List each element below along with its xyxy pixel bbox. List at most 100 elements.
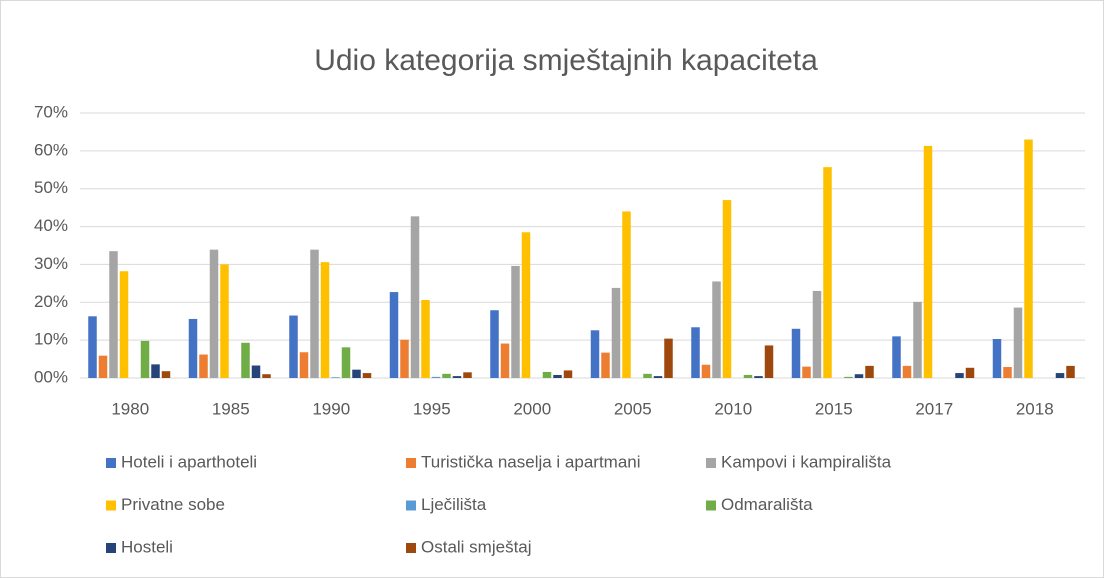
bar: [823, 167, 832, 378]
x-tick-label: 1985: [212, 399, 250, 418]
bar: [389, 292, 399, 378]
bar: [923, 145, 933, 378]
legend-swatch: [706, 458, 716, 468]
bar: [188, 318, 198, 378]
bar: [743, 374, 753, 378]
legend-label: Privatne sobe: [121, 495, 225, 514]
bar: [844, 376, 853, 378]
bar: [262, 374, 271, 378]
bar: [590, 330, 600, 378]
x-tick-label: 2000: [513, 399, 551, 418]
bar: [299, 352, 309, 378]
bar: [331, 377, 340, 378]
bar: [754, 376, 763, 378]
bar: [854, 374, 864, 378]
legend-label: Lječilišta: [421, 495, 487, 514]
bar: [542, 371, 552, 378]
legend-label: Hosteli: [121, 537, 173, 556]
bar: [209, 249, 219, 378]
bar: [553, 374, 562, 378]
bar: [421, 300, 430, 378]
bar: [362, 373, 372, 378]
bar: [410, 216, 420, 378]
bar: [764, 345, 774, 378]
bar: [913, 301, 922, 378]
bar: [812, 290, 822, 378]
bar: [151, 364, 160, 378]
bar: [1013, 307, 1023, 378]
x-tick-label: 2010: [714, 399, 752, 418]
bar: [653, 376, 663, 378]
legend-swatch: [406, 543, 416, 553]
legend-label: Kampovi i kampirališta: [721, 452, 892, 471]
x-tick-label: 1995: [413, 399, 451, 418]
bar: [490, 310, 499, 378]
bar: [400, 339, 409, 378]
bar: [643, 373, 652, 378]
bar: [463, 372, 472, 378]
bar: [199, 354, 208, 378]
y-tick-label: 50%: [34, 178, 68, 197]
bar: [1003, 367, 1012, 378]
legend-swatch: [706, 500, 716, 511]
chart-title: Udio kategorija smještajnih kapaciteta: [314, 44, 818, 77]
x-tick-label: 2005: [614, 399, 652, 418]
y-tick-label: 10%: [34, 330, 68, 349]
bar: [109, 251, 118, 378]
bar: [965, 367, 975, 378]
bar: [220, 264, 229, 378]
bar: [251, 365, 261, 378]
legend-swatch: [106, 458, 116, 468]
bar: [310, 249, 319, 378]
bar: [892, 336, 901, 378]
bar: [341, 347, 351, 378]
bar: [431, 376, 441, 378]
y-tick-label: 30%: [34, 254, 68, 273]
bar: [664, 338, 673, 378]
legend-swatch: [406, 458, 416, 468]
legend-label: Ostali smještaj: [421, 537, 532, 556]
bar: [1066, 365, 1075, 378]
bar: [289, 315, 298, 378]
bar: [1024, 139, 1033, 378]
legend-swatch: [406, 500, 416, 511]
bar: [791, 328, 801, 378]
y-tick-label: 60%: [34, 140, 68, 159]
bar: [955, 373, 964, 378]
bar: [992, 339, 1002, 378]
bar: [161, 371, 171, 378]
bar: [902, 365, 912, 378]
y-tick-label: 20%: [34, 292, 68, 311]
bar: [511, 265, 520, 378]
y-tick-label: 70%: [34, 102, 68, 121]
bar: [701, 364, 711, 378]
bar: [241, 342, 250, 378]
y-tick-label: 40%: [34, 216, 68, 235]
bar: [691, 327, 700, 378]
bar: [865, 365, 874, 378]
bar: [1055, 373, 1065, 378]
bar: [140, 340, 150, 378]
legend-label: Odmarališta: [721, 495, 813, 514]
bar: [98, 355, 108, 378]
x-tick-label: 2018: [1016, 399, 1054, 418]
bar: [352, 369, 361, 378]
legend-label: Hoteli i aparthoteli: [121, 452, 257, 471]
x-tick-label: 1980: [111, 399, 149, 418]
legend-swatch: [106, 543, 116, 553]
bar: [320, 262, 330, 378]
bar: [722, 200, 732, 378]
bar: [802, 366, 811, 378]
bar: [452, 376, 462, 378]
bar: [611, 287, 621, 378]
x-tick-label: 1990: [312, 399, 350, 418]
x-tick-label: 2017: [915, 399, 953, 418]
legend-label: Turistička naselja i apartmani: [421, 452, 641, 471]
y-tick-label: 00%: [34, 367, 68, 386]
bar: [622, 211, 631, 378]
bar: [442, 373, 451, 378]
bar: [521, 232, 531, 378]
